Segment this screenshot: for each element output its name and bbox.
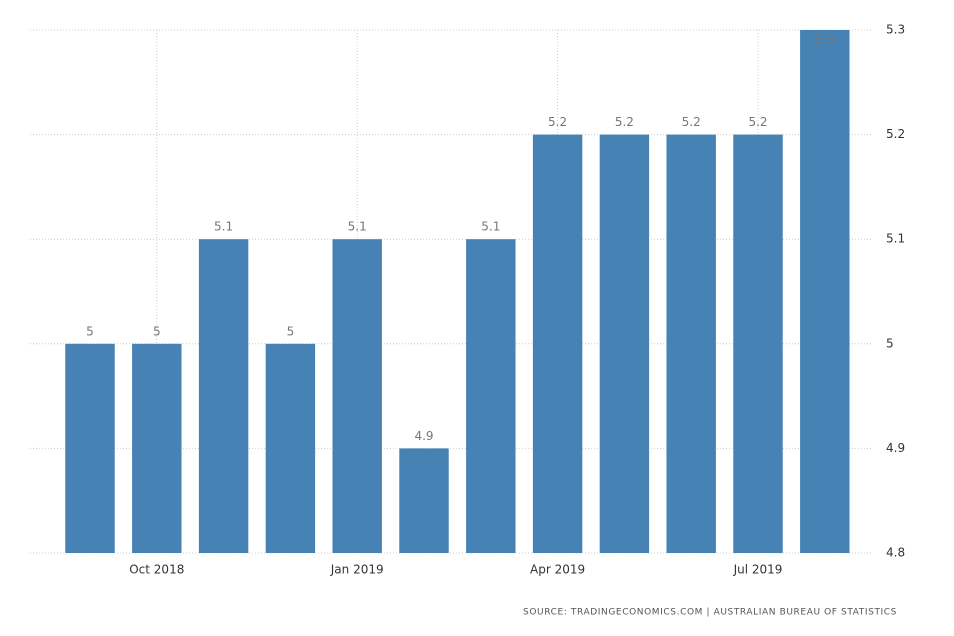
bar: [733, 134, 783, 553]
value-label: 5.1: [481, 220, 500, 234]
value-label: 5.2: [615, 115, 634, 129]
y-tick-label: 5.1: [886, 232, 905, 246]
value-label: 5: [86, 324, 94, 338]
bar: [532, 134, 583, 553]
value-label: 5.3: [815, 33, 834, 47]
value-label: 5: [153, 324, 161, 338]
value-label: 5.1: [214, 220, 233, 234]
value-label: 4.9: [414, 429, 433, 443]
bar: [132, 343, 182, 553]
bar: [466, 239, 516, 553]
x-tick-label: Oct 2018: [129, 563, 184, 577]
y-tick-label: 4.8: [886, 546, 905, 560]
bar: [800, 30, 850, 553]
bar: [332, 239, 382, 553]
value-label: 5.1: [348, 220, 367, 234]
y-tick-label: 5: [886, 336, 894, 350]
y-tick-label: 4.9: [886, 441, 905, 455]
value-label: 5: [287, 324, 295, 338]
bar: [198, 239, 249, 553]
bar: [65, 343, 115, 553]
x-tick-label: Jan 2019: [330, 563, 384, 577]
value-label: 5.2: [548, 115, 567, 129]
bar: [599, 134, 650, 553]
y-tick-label: 5.3: [886, 23, 905, 37]
value-label: 5.2: [748, 115, 767, 129]
value-label: 5.2: [682, 115, 701, 129]
bar: [399, 448, 449, 553]
y-tick-label: 5.2: [886, 127, 905, 141]
source-note: SOURCE: TRADINGECONOMICS.COM | AUSTRALIA…: [523, 608, 897, 618]
bar: [666, 134, 716, 553]
x-tick-label: Jul 2019: [733, 563, 783, 577]
bar: [265, 343, 316, 553]
x-tick-label: Apr 2019: [530, 563, 585, 577]
